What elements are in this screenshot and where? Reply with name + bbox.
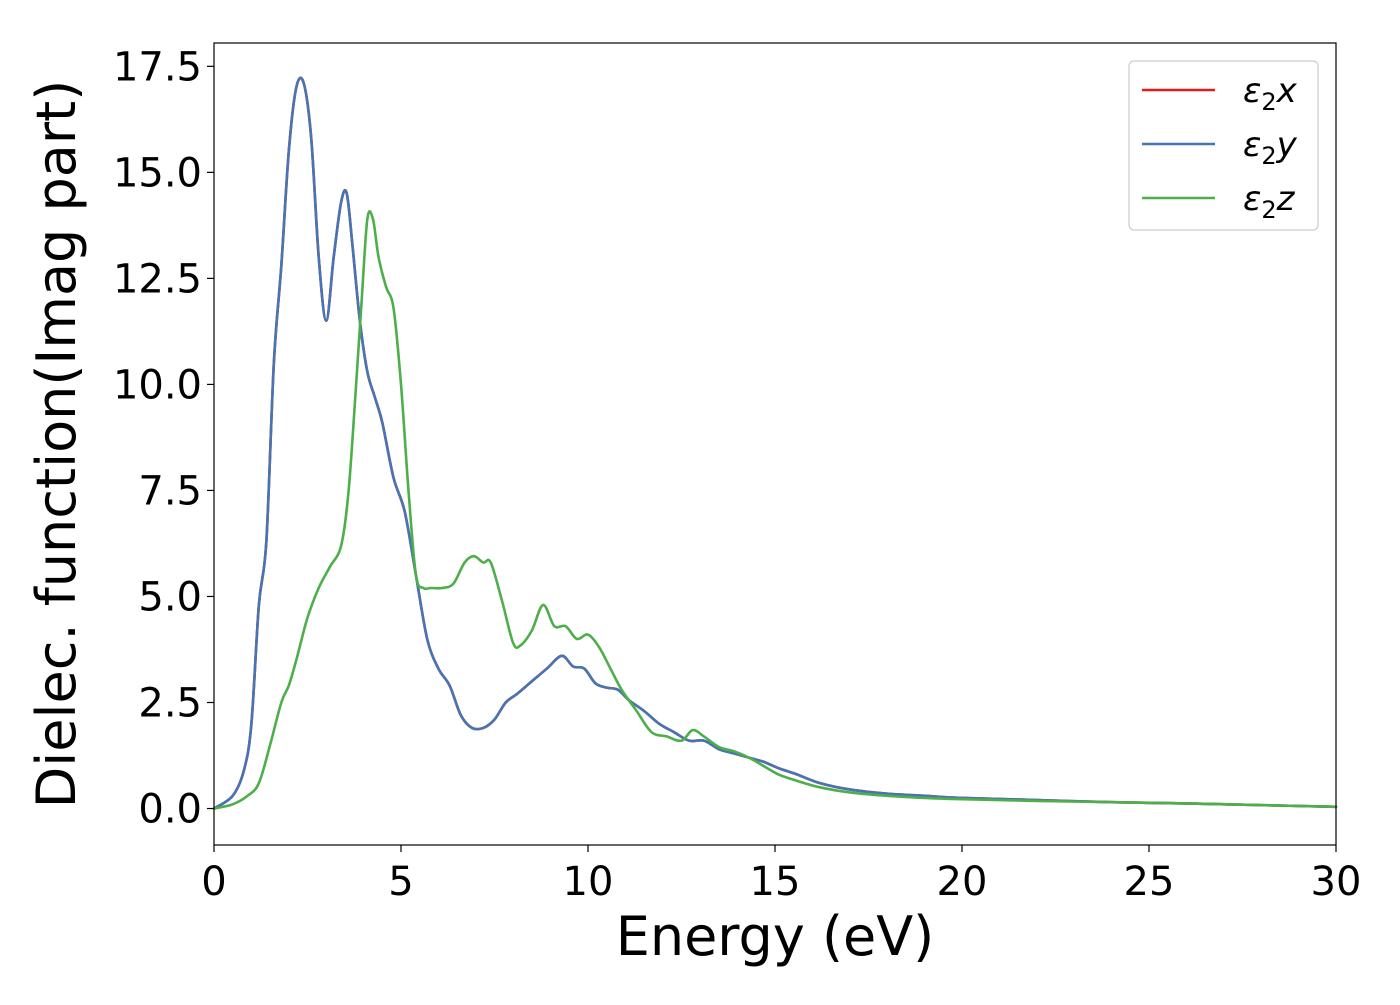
y-tick-label: 5.0	[138, 574, 202, 620]
legend-item-x: ε2x	[1142, 71, 1298, 116]
legend-label: ε2y	[1243, 125, 1298, 170]
x-axis-title: Energy (eV)	[616, 905, 935, 968]
y-tick-label: 12.5	[113, 256, 202, 302]
x-tick-label: 10	[563, 859, 614, 905]
y-tick-label: 15.0	[113, 150, 202, 196]
legend-item-y: ε2y	[1142, 125, 1298, 170]
x-axis-ticks: 0 5 10 15 20 25 30	[201, 845, 1361, 905]
x-tick-label: 20	[937, 859, 988, 905]
legend-label: ε2x	[1243, 71, 1298, 116]
series-line-y	[212, 76, 1338, 810]
y-axis-title: Dielec. function(Imag part)	[25, 80, 88, 809]
legend-label: ε2z	[1243, 179, 1296, 224]
y-tick-label: 17.5	[113, 44, 202, 90]
x-tick-label: 0	[201, 859, 226, 905]
legend-item-z: ε2z	[1142, 179, 1296, 224]
x-tick-label: 15	[750, 859, 801, 905]
y-tick-label: 7.5	[138, 468, 202, 514]
y-axis-ticks: 0.0 2.5 5.0 7.5 10.0 12.5 15.0 17.5	[113, 44, 214, 833]
x-tick-label: 5	[388, 859, 413, 905]
legend-box	[1128, 60, 1319, 231]
x-tick-label: 30	[1311, 859, 1362, 905]
x-tick-label: 25	[1124, 859, 1175, 905]
y-tick-label: 10.0	[113, 362, 202, 408]
legend: ε2x ε2y ε2z	[1128, 60, 1319, 231]
y-tick-label: 2.5	[138, 680, 202, 726]
y-tick-label: 0.0	[138, 787, 202, 833]
plot-lines	[212, 76, 1338, 810]
series-line-z	[212, 210, 1338, 810]
